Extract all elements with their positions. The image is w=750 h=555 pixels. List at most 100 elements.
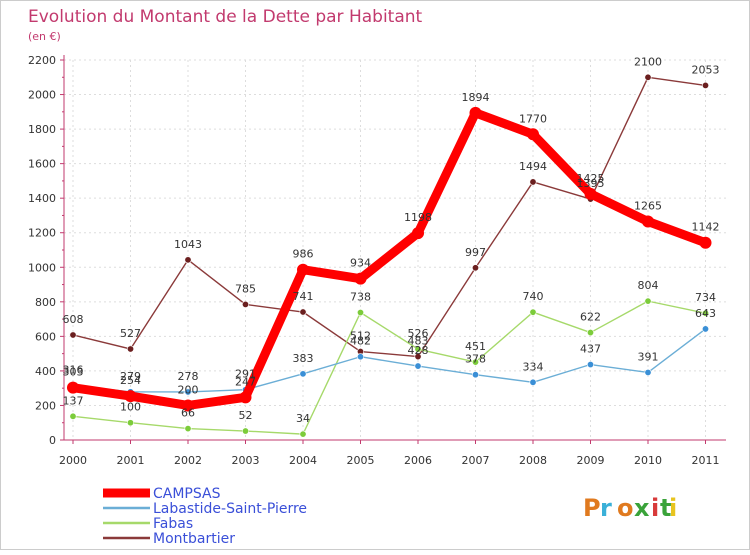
x-tick-label: 2001 — [117, 454, 145, 467]
data-label: 52 — [239, 409, 253, 422]
legend-label: Fabas — [153, 516, 193, 532]
data-point — [642, 215, 654, 228]
y-tick-label: 1400 — [28, 192, 56, 205]
data-point — [299, 430, 307, 438]
legend: CAMPSASLabastide-Saint-PierreFabasMontba… — [103, 486, 307, 547]
legend-label: CAMPSAS — [153, 486, 221, 502]
data-point — [584, 187, 597, 200]
data-label: 527 — [120, 327, 141, 340]
y-tick-label: 600 — [35, 330, 56, 343]
x-tick-label: 2006 — [404, 454, 432, 467]
y-tick-label: 0 — [49, 434, 56, 447]
data-point — [299, 370, 307, 378]
data-point — [529, 178, 537, 186]
series-line — [72, 300, 707, 435]
data-label: 622 — [580, 311, 601, 324]
chart-title: Evolution du Montant de la Dette par Hab… — [28, 7, 423, 27]
data-label: 334 — [523, 360, 544, 373]
data-label: 383 — [293, 352, 314, 365]
data-label: 785 — [235, 282, 256, 295]
data-label: 997 — [465, 246, 486, 259]
data-point — [356, 309, 364, 317]
data-label: 391 — [638, 350, 659, 363]
x-tick-label: 2003 — [232, 454, 260, 467]
data-label: 2100 — [634, 55, 662, 68]
data-point — [586, 361, 594, 369]
data-label: 734 — [695, 291, 716, 304]
data-label: 1265 — [634, 200, 662, 213]
data-point — [67, 381, 79, 394]
data-label: 1142 — [692, 221, 720, 234]
data-label: 483 — [408, 335, 429, 348]
data-point — [127, 345, 135, 353]
data-label: 303 — [63, 366, 84, 379]
x-tick-label: 2000 — [59, 454, 87, 467]
data-point — [299, 308, 307, 316]
y-tick-label: 1200 — [28, 227, 56, 240]
data-label: 526 — [408, 327, 429, 340]
data-point — [701, 325, 709, 333]
x-tick-label: 2004 — [289, 454, 317, 467]
data-point — [529, 378, 537, 386]
data-label: 200 — [178, 383, 199, 396]
data-label: 378 — [465, 353, 486, 366]
data-label: 254 — [120, 374, 141, 387]
y-tick-label: 2200 — [28, 54, 56, 67]
data-point — [69, 412, 77, 420]
data-point — [239, 391, 252, 404]
data-label: 740 — [523, 290, 544, 303]
data-point — [242, 300, 250, 308]
data-label: 291 — [235, 368, 256, 381]
data-label: 1198 — [404, 211, 432, 224]
data-label: 482 — [350, 335, 371, 348]
data-point — [469, 106, 482, 119]
data-point — [242, 427, 250, 435]
series-line — [68, 108, 710, 410]
series-line — [72, 76, 707, 358]
logo-letter: t — [660, 494, 671, 522]
data-label: 1494 — [519, 160, 547, 173]
data-point — [471, 371, 479, 379]
logo-letter: P — [583, 494, 601, 522]
data-point — [184, 256, 192, 264]
data-point — [127, 419, 135, 427]
x-tick-label: 2002 — [174, 454, 202, 467]
data-label: 247 — [235, 375, 256, 388]
data-label: 1425 — [577, 172, 605, 185]
series-line — [72, 328, 707, 393]
data-label: 66 — [181, 407, 195, 420]
data-label: 738 — [350, 291, 371, 304]
data-point — [414, 353, 422, 361]
series-group — [67, 73, 712, 438]
chart-subtitle: (en €) — [28, 30, 61, 43]
axes: 0 200 400 600 800 1000 1200 1400 1600 1800 2000 220… — [28, 54, 726, 467]
logo-letter: o — [617, 494, 634, 522]
data-label: 804 — [638, 279, 659, 292]
logo-letter: i — [651, 494, 659, 522]
data-point — [471, 358, 479, 366]
x-tick-label: 2010 — [634, 454, 662, 467]
data-label: 1395 — [577, 177, 605, 190]
data-point — [414, 362, 422, 370]
data-point — [354, 272, 367, 285]
data-point — [414, 345, 422, 353]
y-tick-label: 1600 — [28, 158, 56, 171]
legend-label: Montbartier — [153, 531, 235, 547]
data-label: 137 — [63, 394, 84, 407]
data-label: 608 — [63, 313, 84, 326]
data-point — [586, 329, 594, 337]
data-label: 512 — [350, 330, 371, 343]
data-point — [644, 297, 652, 305]
data-label: 1894 — [462, 91, 490, 104]
y-tick-label: 2000 — [28, 89, 56, 102]
data-label: 986 — [293, 248, 314, 261]
y-tick-label: 400 — [35, 365, 56, 378]
data-point — [471, 264, 479, 272]
data-label: 278 — [178, 370, 199, 383]
data-label: 2053 — [692, 63, 720, 76]
logo-letter: i — [669, 494, 677, 522]
y-tick-label: 1000 — [28, 261, 56, 274]
